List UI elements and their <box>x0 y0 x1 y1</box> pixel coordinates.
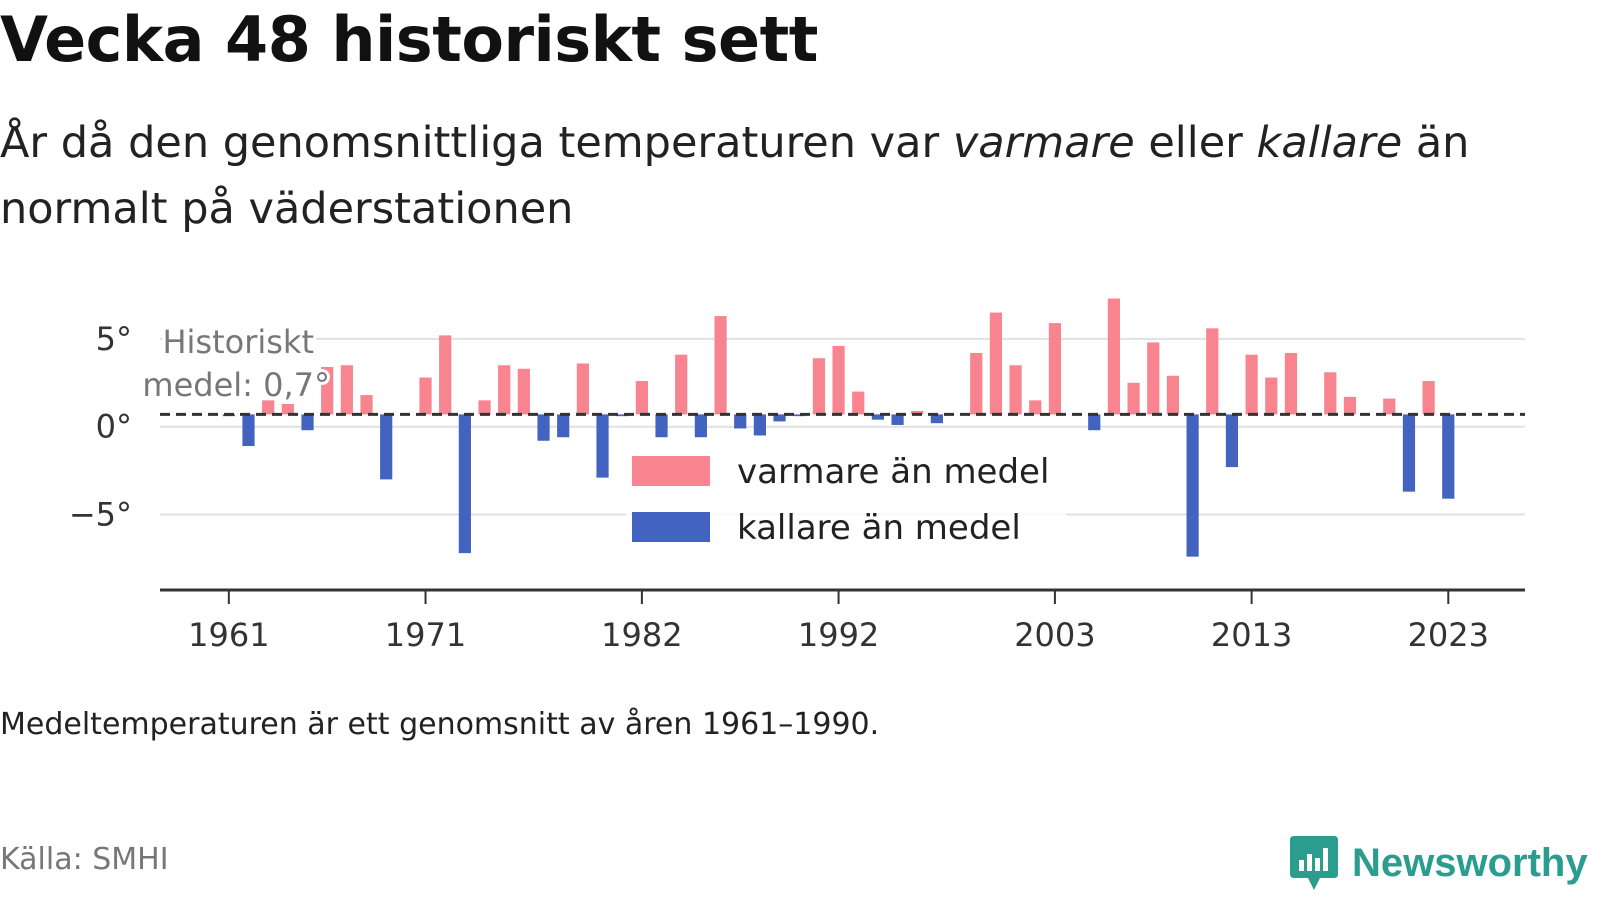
newsworthy-chat-chart-icon <box>1290 836 1338 890</box>
baseline-label-line2: medel: 0,7° <box>142 366 330 404</box>
x-tick-label: 2003 <box>1014 616 1095 654</box>
bar-warm <box>852 391 865 415</box>
bars <box>222 298 1455 557</box>
bar-warm <box>1029 400 1042 415</box>
temperature-bar-chart: 5° 0° −5° Historiskt medel: 0,7° 1961 1971 1982… <box>69 298 1525 654</box>
bar-warm <box>675 354 688 415</box>
bar-warm <box>832 345 845 415</box>
bar-cold <box>557 414 570 438</box>
x-tick-label: 1982 <box>601 616 682 654</box>
bar-warm <box>498 365 511 415</box>
subtitle-cold-word: kallare <box>1256 118 1403 168</box>
x-tick-label: 1992 <box>798 616 879 654</box>
footnote: Medeltemperaturen är ett genomsnitt av å… <box>0 707 880 742</box>
bar-warm <box>989 312 1003 415</box>
bar-warm <box>1245 354 1258 415</box>
chart-subtitle: År då den genomsnittliga temperaturen va… <box>0 110 1520 242</box>
y-tick-label: 0° <box>96 408 132 446</box>
bar-cold <box>1225 414 1239 468</box>
legend: varmare än medel kallare än medel <box>626 448 1066 566</box>
bar-warm <box>419 377 432 415</box>
bar-warm <box>281 403 294 415</box>
bar-warm <box>262 400 275 415</box>
x-axis <box>160 588 1525 604</box>
subtitle-text-1: År då den genomsnittliga temperaturen va… <box>0 118 953 168</box>
subtitle-text-2: eller <box>1134 118 1257 168</box>
source-label: Källa: SMHI <box>0 842 169 877</box>
bar-cold <box>616 414 629 417</box>
bar-cold <box>1442 414 1455 499</box>
bar-warm <box>1127 382 1140 415</box>
bar-cold <box>1186 414 1199 557</box>
bar-cold <box>380 414 393 480</box>
bar-warm <box>517 368 530 415</box>
legend-swatch-warm <box>632 456 710 486</box>
x-tick-label: 1971 <box>385 616 466 654</box>
x-tick-label: 2023 <box>1408 616 1489 654</box>
bar-warm <box>1206 328 1219 415</box>
bar-warm <box>1343 396 1357 415</box>
bar-cold <box>1402 414 1416 492</box>
y-tick-label: 5° <box>96 320 132 358</box>
legend-label-cold: kallare än medel <box>737 508 1021 548</box>
legend-label-warm: varmare än medel <box>737 452 1049 492</box>
chart-title: Vecka 48 historiskt sett <box>0 3 818 76</box>
bar-cold <box>242 414 255 447</box>
subtitle-text-3: än normalt på väderstationen <box>0 118 1470 234</box>
bar-cold <box>458 414 471 554</box>
bar-warm <box>812 358 825 415</box>
bar-warm <box>576 363 589 415</box>
legend-swatch-cold <box>632 512 710 542</box>
bar-cold <box>773 414 786 422</box>
bar-warm <box>1048 323 1062 415</box>
y-tick-label: −5° <box>69 495 132 533</box>
bar-cold <box>1088 414 1101 431</box>
bar-warm <box>1265 377 1278 415</box>
bar-cold <box>596 414 609 478</box>
newsworthy-logo[interactable]: Newsworthy <box>1290 836 1588 890</box>
bar-cold <box>734 414 747 429</box>
bar-warm <box>714 316 727 415</box>
x-tick-label: 2013 <box>1211 616 1292 654</box>
bar-warm <box>1422 381 1435 415</box>
bar-warm <box>360 395 373 415</box>
bar-cold <box>537 414 550 441</box>
bar-warm <box>1147 342 1160 415</box>
bar-warm <box>1107 298 1121 415</box>
bar-warm <box>1284 352 1298 415</box>
bar-cold <box>753 414 766 436</box>
bar-warm <box>1166 375 1180 415</box>
bar-cold <box>871 414 885 420</box>
bar-warm <box>1383 398 1396 415</box>
bar-cold <box>793 414 806 417</box>
bar-warm <box>439 335 452 415</box>
bar-warm <box>340 365 353 415</box>
bar-warm <box>911 410 924 415</box>
bar-cold <box>930 414 944 424</box>
bar-cold <box>694 414 707 438</box>
bar-warm <box>321 366 334 415</box>
brand-name: Newsworthy <box>1352 840 1588 885</box>
axis-labels: 5° 0° −5° Historiskt medel: 0,7° 1961 1971 1982… <box>69 320 1489 654</box>
bar-warm <box>1009 365 1022 415</box>
bar-warm <box>1324 372 1337 415</box>
bar-warm <box>970 352 983 415</box>
baseline-label-line1: Historiskt <box>162 323 314 361</box>
bar-cold <box>891 414 904 425</box>
subtitle-warm-word: varmare <box>952 118 1135 168</box>
bar-warm <box>478 400 491 415</box>
bar-warm <box>635 381 648 415</box>
bar-cold <box>301 414 314 431</box>
bar-cold <box>655 414 668 438</box>
x-tick-label: 1961 <box>188 616 269 654</box>
